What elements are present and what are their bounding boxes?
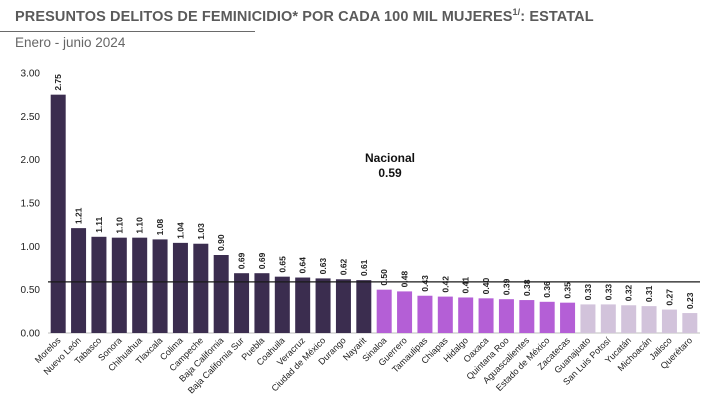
- bar: [335, 279, 351, 333]
- bar: [172, 242, 188, 333]
- bar-value-label: 0.50: [379, 269, 389, 286]
- bar: [152, 239, 168, 333]
- bar-value-label: 1.21: [74, 207, 84, 224]
- bar-value-label: 0.64: [298, 257, 308, 274]
- bar: [478, 298, 494, 333]
- bar-value-label: 0.61: [359, 259, 369, 276]
- bar: [580, 304, 596, 333]
- chart-subtitle: Enero - junio 2024: [15, 35, 126, 50]
- title-underline: [0, 31, 255, 32]
- bar: [661, 309, 677, 333]
- bar: [519, 300, 535, 333]
- bar: [315, 278, 331, 333]
- bar-value-label: 0.31: [644, 285, 654, 302]
- bar: [234, 273, 250, 333]
- bar-value-label: 0.35: [563, 282, 573, 299]
- bar-value-label: 0.69: [237, 252, 247, 269]
- bar-value-label: 0.33: [583, 284, 593, 301]
- bar-value-label: 0.41: [461, 277, 471, 294]
- bar-value-label: 0.36: [542, 281, 552, 298]
- bar-value-label: 0.69: [257, 252, 267, 269]
- bar-value-label: 0.40: [481, 278, 491, 295]
- y-tick-label: 0.50: [21, 285, 41, 296]
- bar-value-label: 0.42: [440, 276, 450, 293]
- bar: [50, 94, 66, 334]
- bar: [91, 236, 107, 333]
- bar-value-label: 1.10: [114, 217, 124, 234]
- bar-value-label: 1.04: [175, 222, 185, 239]
- bar: [254, 273, 270, 333]
- bar-value-label: 1.11: [94, 216, 104, 232]
- bar: [356, 280, 372, 333]
- bar-value-label: 0.27: [664, 289, 674, 306]
- y-tick-label: 2.00: [21, 155, 41, 166]
- bar: [132, 237, 148, 333]
- bar-value-label: 0.38: [522, 279, 532, 296]
- bar: [682, 313, 698, 333]
- bar-value-label: 0.63: [318, 258, 328, 275]
- bar: [193, 243, 209, 333]
- bar-value-label: 0.48: [400, 271, 410, 288]
- y-tick-label: 0.00: [21, 329, 41, 340]
- chart-title-suffix: : ESTATAL: [520, 8, 594, 25]
- bar: [437, 296, 453, 333]
- bar-value-label: 1.03: [196, 223, 206, 240]
- bar-value-label: 1.08: [155, 219, 165, 236]
- bar: [560, 302, 576, 333]
- bar-value-label: 0.90: [216, 234, 226, 251]
- bar-value-label: 1.10: [135, 217, 145, 234]
- bar: [71, 228, 87, 333]
- bar: [539, 301, 555, 333]
- bar: [621, 305, 637, 333]
- bar: [111, 237, 127, 333]
- bar-value-label: 0.32: [624, 284, 634, 301]
- bar-value-label: 0.39: [501, 278, 511, 295]
- bar: [458, 297, 474, 333]
- bar: [376, 289, 392, 333]
- y-tick-label: 1.00: [21, 242, 41, 253]
- bar: [600, 304, 616, 333]
- y-tick-label: 1.50: [21, 199, 41, 210]
- bar: [641, 306, 657, 333]
- bar: [274, 276, 290, 333]
- bar-value-label: 0.23: [685, 292, 695, 309]
- chart-title-footnote: 1/: [512, 7, 521, 17]
- y-tick-label: 2.50: [21, 112, 41, 123]
- bar-value-label: 0.33: [603, 284, 613, 301]
- bar: [397, 291, 413, 333]
- national-label: Nacional: [365, 151, 415, 165]
- y-tick-label: 3.00: [21, 69, 41, 80]
- chart-title: PRESUNTOS DELITOS DE FEMINICIDIO* POR CA…: [15, 7, 594, 25]
- bar-value-label: 0.65: [277, 256, 287, 273]
- bar: [295, 277, 311, 333]
- bar: [498, 299, 514, 333]
- bar-value-label: 2.75: [53, 74, 63, 91]
- bar: [417, 295, 433, 333]
- bar: [213, 255, 229, 333]
- chart-title-main: PRESUNTOS DELITOS DE FEMINICIDIO* POR CA…: [15, 8, 513, 25]
- bar-value-label: 0.62: [338, 258, 348, 275]
- bar-value-label: 0.43: [420, 275, 430, 292]
- national-value-label: 0.59: [378, 166, 402, 180]
